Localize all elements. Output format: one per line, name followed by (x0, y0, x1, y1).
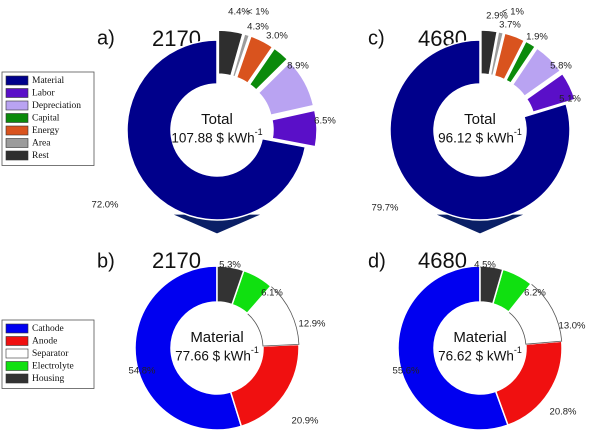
slice-label-depreciation: 5.8% (550, 61, 572, 72)
legend-label-labor: Labor (32, 89, 56, 99)
slice-label-anode: 20.8% (550, 407, 577, 418)
slice-area (231, 32, 251, 78)
legend-swatch-capital (5, 113, 29, 123)
slice-electrolyte (231, 269, 272, 315)
legend-label-depreciation: Depreciation (32, 101, 81, 111)
legend-swatch-labor (5, 88, 29, 98)
slice-label-energy: 3.7% (499, 20, 521, 31)
slice-anode (494, 340, 563, 427)
slice-capital (504, 40, 537, 85)
center-unit-exponent: -1 (255, 127, 263, 137)
slice-label-anode: 20.9% (292, 416, 319, 427)
slice-outline-separator (246, 285, 300, 347)
legend-label-anode: Anode (32, 337, 57, 347)
legend-label-energy: Energy (32, 126, 60, 136)
legend-swatch-anode (5, 336, 29, 346)
center-value: 107.88 $ kWh-1 (171, 127, 262, 145)
slice-label-cathode: 54.8% (129, 366, 156, 377)
slice-area (489, 30, 505, 77)
legend-swatch-material (5, 75, 29, 86)
center-value: 77.66 $ kWh-1 (175, 345, 259, 363)
legend-2: Cathode Anode Separator Electrolyte Housing (1, 319, 95, 389)
center-unit-exponent: -1 (514, 345, 522, 355)
slice-label-labor: 5.1% (559, 94, 581, 105)
legend-label-housing: Housing (32, 374, 64, 384)
legend-swatch-separator (5, 348, 29, 359)
center-value: 76.62 $ kWh-1 (438, 345, 522, 363)
slice-depreciation (257, 60, 315, 117)
center-label: Total (464, 111, 496, 128)
donut-chart-b: b) 2170 54.8% 20.9% 12.9% 6.1% 5.3% Material77.… (97, 248, 326, 431)
legend-swatch-housing (5, 373, 29, 384)
slice-label-rest: 2.9% (486, 11, 508, 22)
legend-swatch-area (5, 138, 29, 148)
panel-letter: d) (368, 250, 386, 272)
slice-rest (217, 29, 244, 77)
slice-label-separator: 13.0% (559, 321, 586, 332)
legend-label-cathode: Cathode (32, 324, 64, 334)
slice-housing (479, 265, 504, 305)
center-unit-exponent: -1 (251, 345, 259, 355)
legend-swatch-electrolyte (5, 361, 29, 371)
legend-label-electrolyte: Electrolyte (32, 362, 74, 372)
legend-label-rest: Rest (32, 151, 49, 161)
panel-letter: c) (368, 27, 385, 49)
slice-label-electrolyte: 6.2% (524, 288, 546, 299)
slice-label-labor: 6.5% (314, 116, 336, 127)
legend-label-capital: Capital (32, 114, 60, 124)
slice-cathode (134, 265, 243, 431)
panel-title: 2170 (152, 248, 201, 273)
slice-label-energy: 4.3% (247, 22, 269, 33)
slice-electrolyte (491, 268, 533, 314)
slice-outline-separator (508, 283, 563, 345)
slice-capital (248, 47, 289, 92)
slice-label-area: < 1% (247, 7, 269, 18)
slice-label-capital: 1.9% (526, 32, 548, 43)
donut-chart-d: d) 468055.6%20.8%13.0%6.2%4.5%Material76.… (368, 248, 586, 431)
slice-label-capital: 3.0% (266, 31, 288, 42)
slice-label-depreciation: 8.9% (287, 61, 309, 72)
legend-swatch-cathode (5, 323, 29, 334)
slice-anode (229, 343, 300, 428)
slice-depreciation (511, 47, 562, 98)
panel-letter: a) (97, 27, 115, 49)
center-unit-exponent: -1 (514, 127, 522, 137)
slice-rest (480, 29, 499, 76)
legends-layer: Material Labor Depreciation Capital Energy Ar… (1, 71, 95, 389)
slice-energy (235, 35, 274, 85)
center-label: Material (190, 329, 243, 346)
slice-label-area: < 1% (502, 7, 524, 18)
slice-material (126, 39, 307, 221)
center-label: Material (453, 329, 506, 346)
panel-letter: b) (97, 250, 115, 272)
legend-swatch-rest (5, 150, 29, 161)
legend-label-area: Area (32, 139, 51, 149)
slice-material (389, 39, 571, 221)
legend-swatch-energy (5, 125, 29, 136)
slice-labor (270, 109, 318, 148)
slice-label-rest: 4.4% (228, 7, 250, 18)
legend-label-material: Material (32, 76, 65, 86)
legend-label-separator: Separator (32, 349, 69, 359)
legend-swatch-depreciation (5, 100, 29, 111)
slice-label-material: 72.0% (92, 200, 119, 211)
slice-label-separator: 12.9% (299, 319, 326, 330)
slice-labor (525, 72, 577, 114)
center-value: 96.12 $ kWh-1 (438, 127, 522, 145)
legend-1: Material Labor Depreciation Capital Energy Ar… (1, 71, 95, 166)
slice-cathode (397, 265, 509, 431)
center-label: Total (201, 111, 233, 128)
slice-label-electrolyte: 6.1% (261, 288, 283, 299)
slice-energy (493, 32, 526, 81)
slice-label-cathode: 55.6% (393, 366, 420, 377)
slice-label-housing: 4.5% (474, 260, 496, 271)
slice-housing (216, 265, 245, 306)
slice-label-housing: 5.3% (219, 260, 241, 271)
slice-label-material: 79.7% (372, 203, 399, 214)
